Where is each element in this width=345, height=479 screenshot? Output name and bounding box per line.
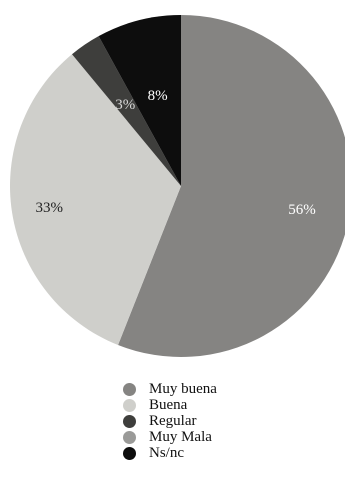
legend-label: Muy Mala — [149, 429, 212, 445]
pie-slice-buena — [10, 54, 181, 345]
legend-swatch — [123, 398, 136, 412]
legend-swatch — [123, 414, 136, 428]
pie-data-label: 8% — [148, 88, 168, 104]
legend-item-muy-mala: Muy Mala — [123, 429, 217, 445]
pie-data-label: 3% — [115, 97, 135, 113]
pie-data-label: 33% — [36, 200, 64, 216]
pie-chart: 56% 33% 3% 8% — [10, 15, 345, 357]
legend-swatch — [123, 430, 136, 444]
legend-label: Muy buena — [149, 381, 217, 397]
legend-item-buena: Buena — [123, 397, 217, 413]
legend: Muy buena Buena Regular Muy Mala Ns/nc — [123, 381, 217, 461]
pie-labels: 56% 33% 3% 8% — [36, 88, 316, 218]
pie-slices — [10, 15, 345, 357]
legend-item-muy-buena: Muy buena — [123, 381, 217, 397]
legend-swatch — [123, 382, 136, 396]
legend-label: Ns/nc — [149, 445, 184, 461]
legend-label: Buena — [149, 397, 188, 413]
legend-item-regular: Regular — [123, 413, 217, 429]
pie-slice-muy-buena — [118, 15, 345, 357]
pie-slice-ns-nc — [98, 15, 181, 186]
pie-slice-regular — [72, 36, 181, 187]
legend-swatch — [123, 446, 136, 460]
pie-data-label: 56% — [288, 202, 316, 218]
legend-item-ns-nc: Ns/nc — [123, 445, 217, 461]
legend-label: Regular — [149, 413, 197, 429]
